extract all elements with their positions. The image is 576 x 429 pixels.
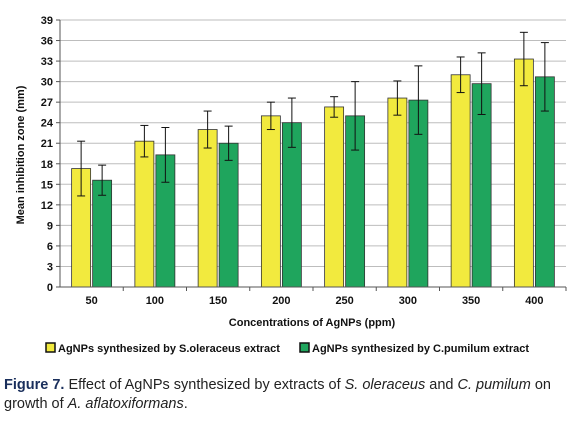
legend-swatch-pumilum — [299, 342, 310, 353]
y-tick-label: 12 — [41, 200, 53, 212]
caption-species-3: A. aflatoxiformans — [67, 396, 184, 412]
figure-caption: Figure 7. Effect of AgNPs synthesized by… — [4, 376, 572, 414]
legend-label-oleraceus: AgNPs synthesized by S.oleraceus extract — [58, 343, 280, 355]
x-tick-labels: 50 100 150 200 250 300 350 400 — [86, 295, 544, 307]
bar-oleraceus — [513, 58, 534, 288]
bar-pumilum — [218, 142, 239, 288]
y-tick-label: 6 — [47, 241, 53, 253]
bar-oleraceus — [134, 140, 155, 288]
x-tick-label: 200 — [272, 295, 290, 307]
bar-pumilum — [92, 179, 113, 288]
x-axis-label: Concentrations of AgNPs (ppm) — [229, 317, 396, 329]
x-tick-label: 350 — [462, 295, 480, 307]
x-tick-label: 250 — [335, 295, 353, 307]
y-tick-label: 24 — [41, 118, 54, 130]
y-tick-label: 39 — [41, 15, 53, 27]
y-tick-label: 0 — [47, 282, 53, 294]
x-tick-label: 300 — [399, 295, 417, 307]
bars — [71, 58, 555, 288]
x-tick-label: 150 — [209, 295, 227, 307]
y-tick-label: 33 — [41, 56, 53, 68]
error-bars — [77, 31, 549, 197]
y-tick-label: 30 — [41, 77, 53, 89]
y-tick-label: 15 — [41, 179, 53, 191]
caption-label: Figure 7. — [4, 377, 65, 393]
caption-species-1: S. oleraceus — [344, 377, 426, 393]
y-tick-label: 21 — [41, 138, 53, 150]
y-tick-label: 9 — [47, 220, 53, 232]
x-tick-label: 400 — [525, 295, 543, 307]
caption-text-1: Effect of AgNPs synthesized by extracts … — [64, 377, 345, 393]
caption-text-3: on growth of — [4, 377, 551, 412]
bar-oleraceus — [197, 129, 218, 288]
y-tick-label: 3 — [47, 261, 53, 273]
caption-text-4: . — [183, 396, 188, 412]
bar-oleraceus — [387, 97, 408, 288]
y-tick-label: 18 — [41, 159, 53, 171]
y-tick-label: 36 — [41, 36, 53, 48]
caption-species-2: C. pumilum — [457, 377, 531, 393]
bar-oleraceus — [260, 115, 281, 288]
legend: AgNPs synthesized by S.oleraceus extract… — [45, 342, 529, 355]
x-tick-label: 100 — [146, 295, 164, 307]
bar-oleraceus — [450, 74, 471, 288]
bar-oleraceus — [324, 106, 345, 288]
axes — [56, 19, 567, 291]
y-axis-label: Mean inhibition zone (mm) — [15, 85, 27, 224]
x-tick-label: 50 — [86, 295, 98, 307]
legend-swatch-oleraceus — [45, 342, 56, 353]
legend-label-pumilum: AgNPs synthesized by C.pumilum extract — [312, 343, 529, 355]
caption-text-2: and — [425, 377, 458, 393]
y-tick-label: 27 — [41, 97, 53, 109]
